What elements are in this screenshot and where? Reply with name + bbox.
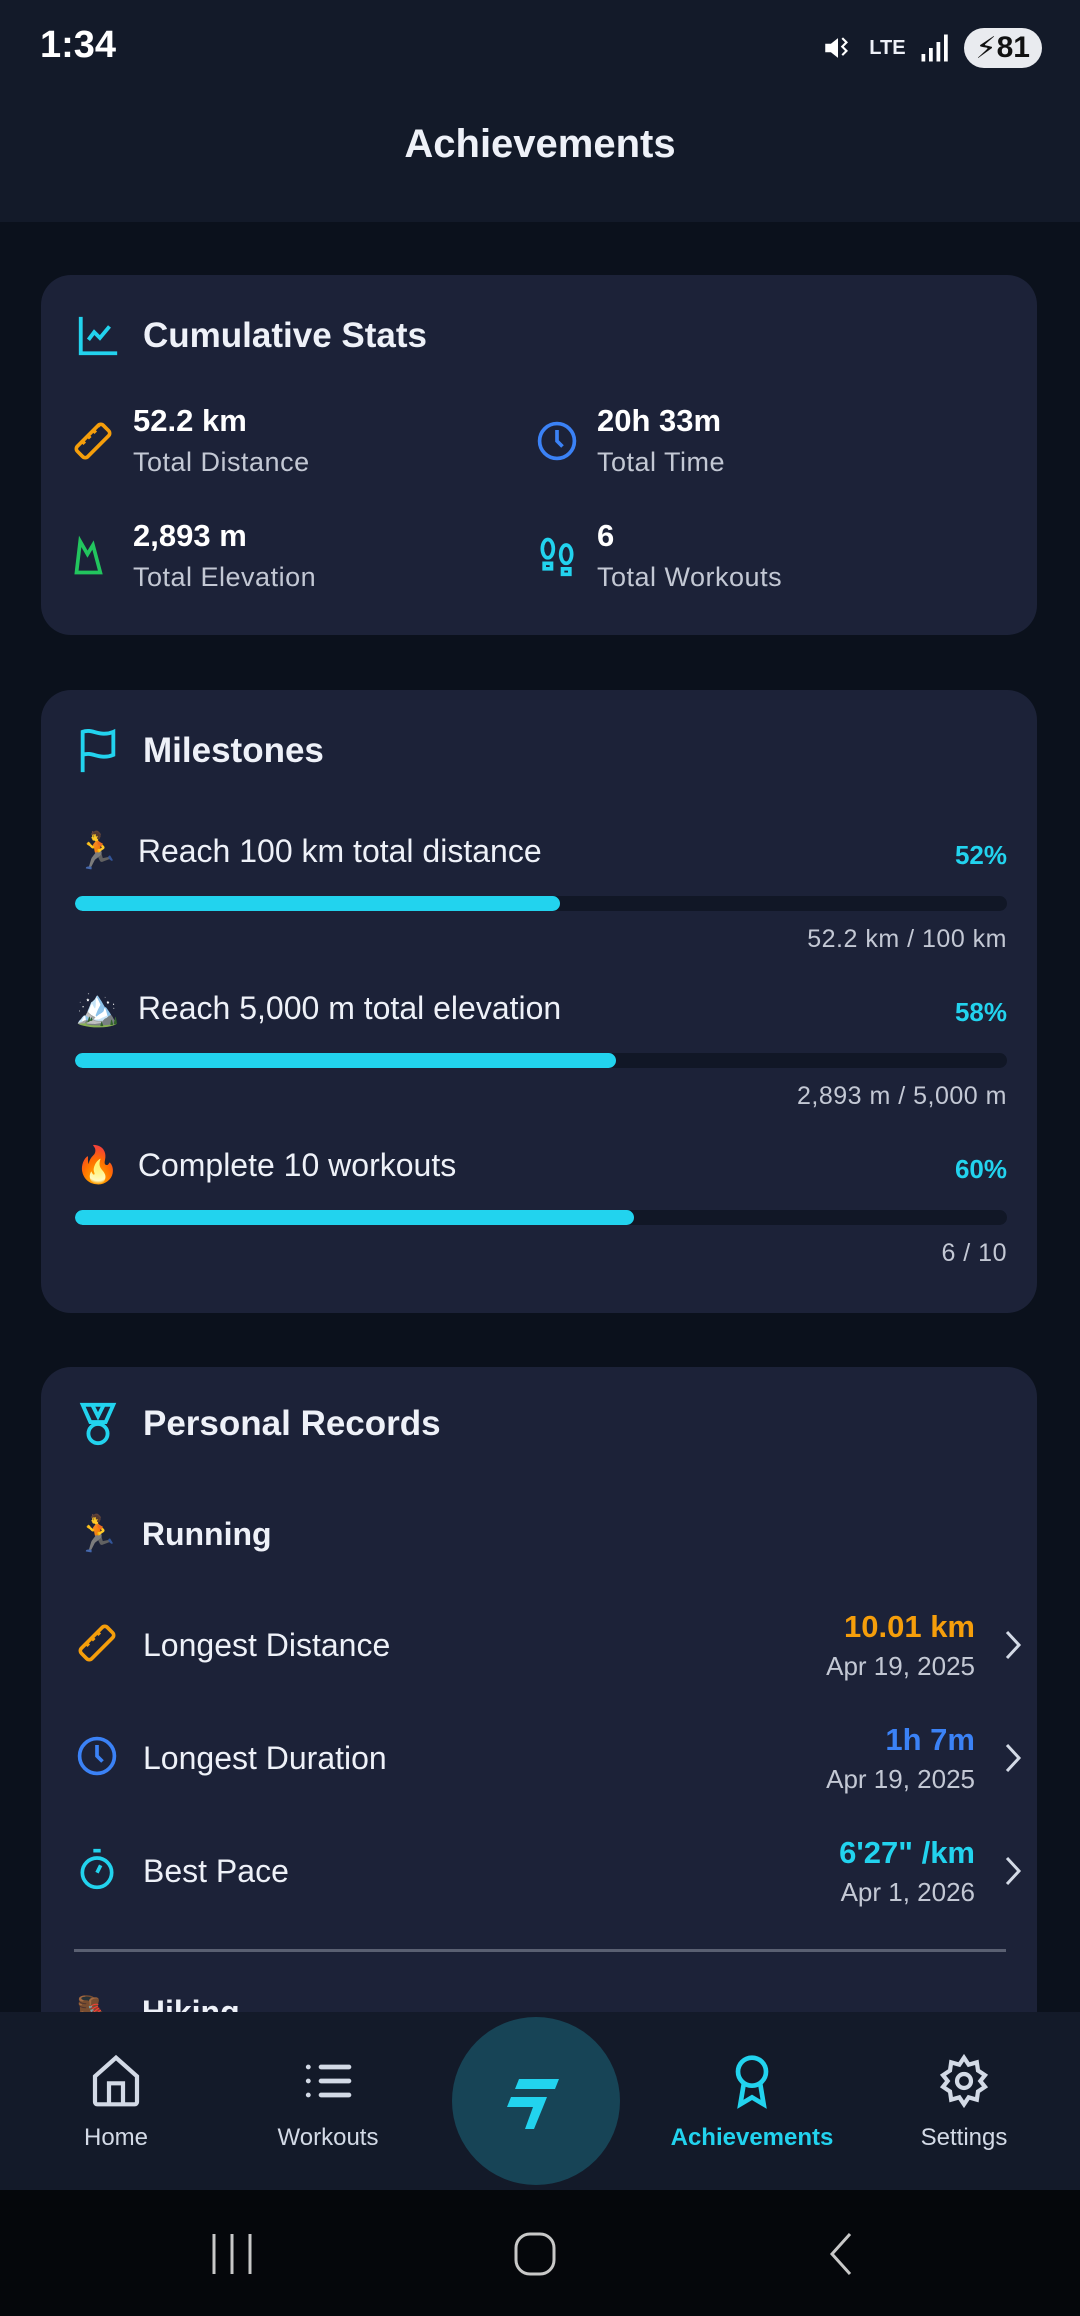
milestone-progress-text: 2,893 m / 5,000 m: [796, 1082, 1007, 1110]
mute-icon: [825, 37, 849, 58]
progress-fill: [75, 1210, 635, 1225]
record-value: 10.01 km: [844, 1608, 975, 1644]
gear-icon: [939, 2053, 989, 2109]
mountain-icon: [74, 535, 103, 574]
recents-button[interactable]: [210, 2232, 254, 2276]
nav-workouts[interactable]: Workouts: [238, 2052, 418, 2152]
card-title: Cumulative Stats: [143, 316, 427, 355]
progress-fill: [75, 896, 560, 911]
milestone-emoji-icon: 🏔️: [75, 987, 120, 1028]
medal-icon: [79, 1402, 117, 1446]
record-row[interactable]: Longest Duration 1h 7m Apr 19, 2025: [75, 1708, 1025, 1808]
cumulative-stats-card: Cumulative Stats 52.2 km Total Distance 2…: [41, 275, 1037, 635]
record-row[interactable]: Best Pace 6'27" /km Apr 1, 2026: [75, 1821, 1025, 1921]
record-label: Longest Duration: [143, 1739, 387, 1776]
home-icon: [92, 2054, 140, 2107]
footprints-icon: [540, 537, 574, 576]
battery-indicator: ⚡ 81: [963, 28, 1042, 68]
personal-records-card: Personal Records 🏃 Running Longest Dista…: [41, 1367, 1037, 2067]
nav-achievements[interactable]: Achievements: [662, 2052, 842, 2152]
milestone-item: 🏔️ Reach 5,000 m total elevation 58% 2,89…: [75, 987, 1007, 1111]
stat-total-distance: 52.2 km Total Distance: [71, 403, 310, 478]
running-icon: 🏃: [75, 1513, 120, 1554]
divider: [74, 1949, 1006, 1952]
milestone-progress-text: 6 / 10: [941, 1239, 1007, 1267]
card-header: Milestones: [75, 726, 324, 776]
stopwatch-icon: [75, 1847, 119, 1896]
signal-icon: [921, 34, 948, 62]
record-date: Apr 1, 2026: [840, 1876, 975, 1907]
record-date: Apr 19, 2025: [826, 1763, 975, 1794]
milestone-progress-bar: [75, 1053, 1007, 1068]
card-header: Cumulative Stats: [75, 313, 427, 359]
record-label: Longest Distance: [143, 1626, 391, 1663]
milestone-progress-text: 52.2 km / 100 km: [807, 925, 1007, 953]
stat-total-workouts: 6 Total Workouts: [535, 518, 782, 593]
milestone-percent: 60%: [954, 1154, 1007, 1184]
status-time: 1:34: [40, 24, 117, 66]
home-system-button[interactable]: [513, 2232, 557, 2276]
nav-settings[interactable]: Settings: [874, 2052, 1054, 2152]
chevron-right-icon: [1005, 1630, 1022, 1660]
milestone-emoji-icon: 🔥: [75, 1144, 120, 1185]
record-value: 6'27" /km: [839, 1834, 975, 1870]
card-header: Personal Records: [75, 1399, 441, 1449]
nav-home[interactable]: Home: [26, 2052, 206, 2152]
milestone-item: 🔥 Complete 10 workouts 60% 6 / 10: [75, 1144, 1007, 1268]
card-title: Milestones: [143, 731, 324, 770]
start-workout-button[interactable]: [452, 2017, 620, 2185]
award-icon: [735, 2055, 769, 2109]
milestone-title: Reach 5,000 m total elevation: [137, 989, 562, 1026]
record-row[interactable]: Longest Distance 10.01 km Apr 19, 2025: [75, 1595, 1025, 1695]
record-section-running: 🏃 Running: [75, 1513, 272, 1554]
milestone-title: Complete 10 workouts: [137, 1146, 457, 1183]
clock-icon: [537, 421, 577, 460]
milestones-card: Milestones 🏃 Reach 100 km total distance …: [41, 690, 1037, 1313]
clock-icon: [75, 1734, 119, 1783]
progress-fill: [75, 1053, 616, 1068]
milestone-item: 🏃 Reach 100 km total distance 52% 52.2 km…: [75, 830, 1007, 954]
chart-line-icon: [78, 316, 118, 356]
stat-total-elevation: 2,893 m Total Elevation: [71, 518, 316, 593]
app-header: [0, 0, 1080, 222]
list-icon: [305, 2064, 352, 2098]
ruler-icon: [74, 422, 112, 459]
record-date: Apr 19, 2025: [826, 1650, 975, 1681]
card-title: Personal Records: [143, 1404, 441, 1443]
record-value: 1h 7m: [885, 1721, 975, 1757]
app-logo-icon: [507, 2079, 559, 2129]
stat-total-time: 20h 33m Total Time: [535, 403, 725, 478]
system-nav: [0, 2190, 1080, 2316]
chevron-right-icon: [1005, 1856, 1022, 1886]
chevron-right-icon: [1005, 1743, 1022, 1773]
milestone-emoji-icon: 🏃: [75, 830, 120, 871]
flag-icon: [80, 728, 116, 773]
ruler-icon: [75, 1621, 119, 1670]
milestone-percent: 52%: [954, 840, 1007, 870]
milestone-title: Reach 100 km total distance: [137, 832, 542, 869]
network-label: LTE: [869, 36, 906, 59]
status-icons: LTE ⚡ 81: [821, 28, 1042, 68]
milestone-progress-bar: [75, 1210, 1007, 1225]
record-label: Best Pace: [143, 1852, 289, 1889]
milestone-percent: 58%: [954, 997, 1007, 1027]
back-button[interactable]: [820, 2232, 864, 2276]
milestone-progress-bar: [75, 896, 1007, 911]
page-title: Achievements: [404, 122, 676, 166]
